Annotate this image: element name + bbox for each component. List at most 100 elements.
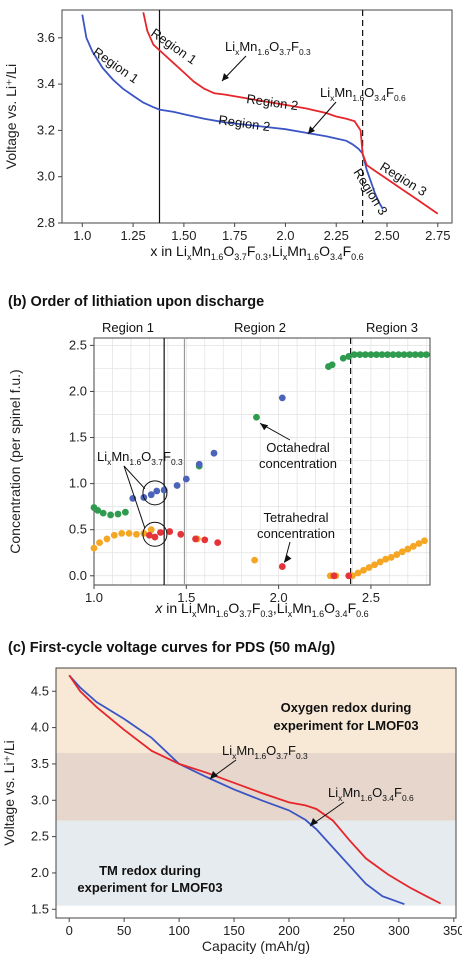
x-tick-label: 1.75 xyxy=(222,228,247,243)
y-tick-label: 2.5 xyxy=(69,337,87,352)
formula-element: Li xyxy=(328,785,338,800)
scatter-point-octahedral-green xyxy=(384,351,391,358)
scatter-point-octahedral-green xyxy=(253,413,260,421)
scatter-point-octahedral-green xyxy=(121,508,129,516)
formula-subscript: 0.3 xyxy=(171,457,183,467)
x-axis-label-part: x xyxy=(283,252,288,262)
panel-c: (c) First-cycle voltage curves for PDS (… xyxy=(1,640,462,954)
formula-element: O xyxy=(269,39,279,54)
y-tick-label: 3.4 xyxy=(37,76,55,91)
annotation-region-2-blue: Region 2 xyxy=(218,112,272,134)
formula-subscript: x xyxy=(107,457,112,467)
formula-subscript: 3.7 xyxy=(151,457,163,467)
scatter-point-tetrahedral-orange xyxy=(404,545,412,553)
scatter-point-octahedral-green xyxy=(114,510,122,518)
scatter-point-tetrahedral-orange xyxy=(251,556,259,564)
x-axis-label-part: x xyxy=(192,609,197,619)
scatter-point-octahedral-green xyxy=(378,351,386,358)
scatter-point-octahedral-green xyxy=(345,353,353,360)
scatter-point-octahedral-green xyxy=(339,354,347,362)
scatter-point-octahedral-blue xyxy=(173,482,181,489)
scatter-point-octahedral-blue xyxy=(195,460,203,468)
scatter-point-octahedral-green xyxy=(107,511,115,519)
plot-frame xyxy=(55,667,457,919)
formula-subscript: 1.6 xyxy=(254,751,266,761)
annotation-tetrahedral-concentration: concentration xyxy=(257,526,335,541)
arrow-head xyxy=(308,126,315,134)
scatter-point-octahedral-green xyxy=(367,351,375,358)
series-line-blue xyxy=(68,674,405,906)
scatter-point-tetrahedral-orange xyxy=(354,569,362,577)
y-axis-label: Voltage vs. Li⁺/Li xyxy=(3,64,19,169)
y-tick-label: 3.0 xyxy=(37,169,55,184)
x-axis-label-part: x xyxy=(150,243,157,259)
oxygen-redox-label: experiment for LMOF03 xyxy=(273,718,418,733)
x-axis-label-part: 0.6 xyxy=(356,609,369,619)
region-label-2: Region 2 xyxy=(234,320,286,335)
scatter-point-tetrahedral-orange xyxy=(371,561,379,569)
y-tick-label: 3.5 xyxy=(31,756,49,771)
formula-subscript: x xyxy=(235,47,240,57)
x-tick-label: 300 xyxy=(388,923,410,938)
x-tick-label: 200 xyxy=(278,923,300,938)
scatter-point-tetrahedral-orange xyxy=(90,544,98,552)
x-axis-label-part: in xyxy=(157,243,176,259)
scatter-point-tetrahedral-orange xyxy=(140,529,148,537)
x-axis-label-part: in xyxy=(162,600,181,616)
formula-element: O xyxy=(141,449,151,464)
y-tick-label: 3.2 xyxy=(37,122,55,137)
scatter-point-octahedral-green xyxy=(389,351,397,358)
x-axis-label-part: F xyxy=(252,600,261,616)
x-axis-label-part: 1.6 xyxy=(216,609,229,619)
x-axis-label-part: , xyxy=(273,600,277,616)
x-axis-label-part: 3.7 xyxy=(239,609,252,619)
y-axis-label: Concentration (per spinel f.u.) xyxy=(7,369,23,553)
scatter-point-tetrahedral-red xyxy=(278,563,286,570)
x-axis-label-part: O xyxy=(324,600,335,616)
y-tick-label: 2.0 xyxy=(69,383,87,398)
scatter-point-octahedral-green xyxy=(350,351,358,358)
arrow-shaft xyxy=(123,465,146,490)
y-tick-label: 3.0 xyxy=(31,792,49,807)
scatter-point-octahedral-green xyxy=(395,351,403,358)
scatter-point-octahedral-blue xyxy=(147,491,155,499)
x-axis-label-part: 1.6 xyxy=(307,252,320,262)
x-axis-label-part: 0.6 xyxy=(351,252,364,262)
x-axis-label-part: Li xyxy=(181,600,192,616)
formula-element: Mn xyxy=(239,39,257,54)
formula-subscript: x xyxy=(232,751,237,761)
x-tick-label: 1.5 xyxy=(177,590,195,605)
highlight-circle xyxy=(142,521,168,547)
formula-subscript: 0.3 xyxy=(299,47,311,57)
scatter-point-tetrahedral-red xyxy=(151,533,159,541)
annotation-octahedral: Octahedral xyxy=(266,440,330,455)
scatter-point-octahedral-green xyxy=(373,351,380,358)
x-axis-label-part: F xyxy=(247,243,256,259)
formula-element: Mn xyxy=(236,743,254,758)
formula-label-lmof06: LixMn1.6O3.4F0.6 xyxy=(328,785,414,803)
x-tick-label: 1.0 xyxy=(73,228,91,243)
scatter-point-octahedral-green xyxy=(361,351,369,358)
formula-subscript: x xyxy=(330,93,335,103)
y-tick-label: 2.8 xyxy=(37,215,55,230)
x-axis-label-part: Mn xyxy=(292,600,311,616)
formula-subscript: 1.6 xyxy=(129,457,141,467)
scatter-point-octahedral-green xyxy=(99,509,107,517)
formula-subscript: 0.6 xyxy=(394,93,406,103)
formula-subscript: 3.7 xyxy=(279,47,291,57)
y-tick-label: 1.5 xyxy=(69,430,87,445)
formula-subscript: 3.4 xyxy=(382,793,394,803)
arrow-head xyxy=(310,818,318,826)
x-tick-label: 2.50 xyxy=(374,228,399,243)
arrow-head xyxy=(210,771,218,779)
arrow-head xyxy=(222,73,229,81)
series-line-red xyxy=(68,674,442,905)
formula-element: Mn xyxy=(334,85,352,100)
formula-subscript: 1.6 xyxy=(352,93,364,103)
formula-element: O xyxy=(372,785,382,800)
plot-frame xyxy=(93,337,431,586)
y-tick-label: 4.0 xyxy=(31,720,49,735)
y-axis-label: Voltage vs. Li⁺/Li xyxy=(1,740,17,845)
y-tick-label: 0.5 xyxy=(69,522,87,537)
